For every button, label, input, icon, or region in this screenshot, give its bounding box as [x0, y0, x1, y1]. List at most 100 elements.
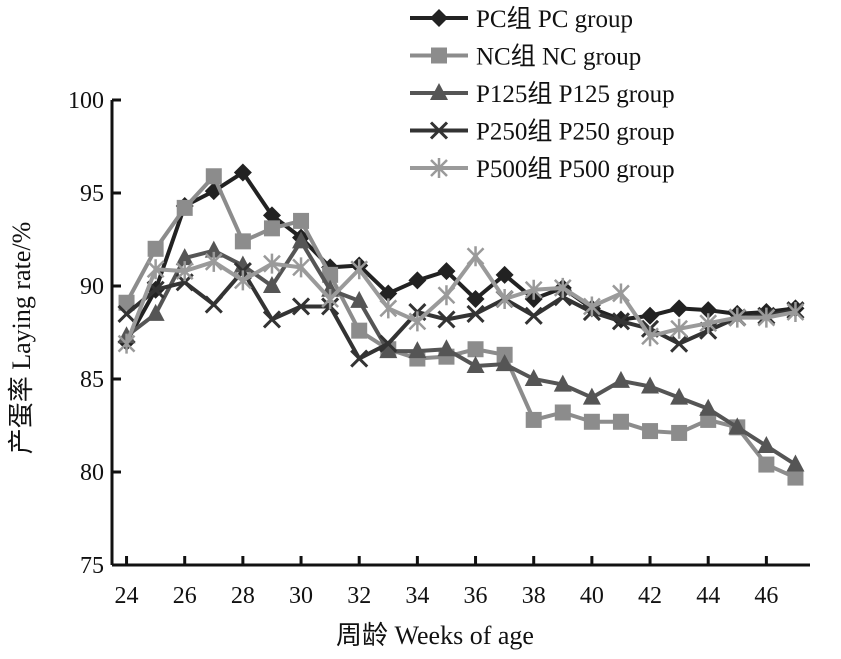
data-point [466, 355, 485, 373]
series-2 [118, 168, 804, 486]
data-point [641, 306, 660, 325]
legend-label: P250组 P250 group [476, 118, 675, 146]
data-point [786, 454, 805, 472]
data-point [322, 266, 339, 283]
data-point [612, 413, 629, 430]
axes-layer [110, 100, 810, 567]
data-point [204, 251, 223, 272]
data-point [699, 313, 718, 334]
x-tick-label: 36 [464, 583, 488, 609]
data-point [582, 387, 601, 405]
x-tick-label: 28 [231, 583, 255, 609]
ticks-layer: 75 80 85 90 95 100 24 26 28 30 32 34 36 38 40 42 44 46 [68, 88, 778, 609]
legend-swatch-marker [429, 121, 449, 140]
data-point [233, 270, 252, 291]
data-point [700, 411, 717, 428]
data-point [408, 341, 427, 359]
data-point [379, 341, 398, 359]
data-point [262, 310, 282, 329]
y-tick-label: 100 [68, 88, 104, 114]
data-point [262, 206, 281, 225]
data-point [466, 246, 485, 267]
y-tick-label: 95 [80, 181, 104, 207]
data-point [699, 398, 718, 416]
x-axis-title: 周龄 Weeks of age [336, 621, 534, 650]
legend: PC组 PC group NC组 NC group P125组 P125 group… [410, 5, 675, 183]
legend-item: P500组 P500 group [410, 155, 675, 183]
data-point [582, 296, 601, 317]
data-point [437, 310, 456, 329]
data-point [553, 374, 572, 392]
data-point [670, 334, 689, 353]
legend-item: P250组 P250 group [410, 118, 675, 146]
data-point [204, 295, 223, 314]
data-point [466, 304, 485, 323]
x-tick-label: 40 [580, 583, 604, 609]
data-point [495, 265, 514, 284]
data-point [728, 307, 747, 328]
data-point [671, 424, 688, 441]
x-tick-label: 42 [638, 583, 662, 609]
data-point [437, 285, 456, 306]
legend-swatch-marker [430, 83, 448, 100]
data-point [205, 168, 222, 185]
data-point [611, 370, 630, 388]
data-point [524, 279, 543, 300]
data-point [379, 284, 398, 303]
data-point [263, 220, 280, 237]
x-tick-label: 44 [696, 583, 720, 609]
data-point [641, 376, 660, 394]
data-point [117, 304, 136, 323]
data-point [670, 387, 689, 405]
data-point [379, 334, 398, 353]
legend-item: NC组 NC group [410, 43, 641, 71]
x-tick-label: 30 [289, 583, 313, 609]
data-point [321, 289, 340, 310]
data-point [408, 311, 427, 332]
data-point [670, 299, 689, 318]
x-tick-label: 32 [347, 583, 371, 609]
data-point [292, 231, 311, 249]
data-point [176, 199, 193, 216]
data-point [350, 349, 369, 368]
data-point [495, 289, 514, 310]
data-point [146, 303, 165, 321]
legend-swatch-marker [431, 47, 447, 64]
data-point [234, 233, 251, 250]
legend-label: P500组 P500 group [476, 155, 675, 183]
data-point [641, 326, 659, 347]
data-point [758, 456, 775, 473]
data-point [437, 339, 456, 357]
y-tick-label: 90 [80, 274, 104, 300]
data-point [293, 212, 310, 229]
x-tick-label: 34 [405, 583, 429, 609]
data-point [728, 417, 747, 435]
data-point [583, 413, 600, 430]
series-line [124, 254, 796, 345]
data-point [670, 318, 689, 339]
series-3 [117, 231, 805, 472]
data-point [611, 312, 631, 331]
data-point [524, 306, 543, 325]
series-5 [117, 246, 805, 354]
legend-label: P125组 P125 group [476, 80, 675, 108]
data-point [467, 341, 484, 358]
x-tick-label: 38 [522, 583, 546, 609]
data-point [379, 298, 398, 319]
y-tick-label: 75 [80, 553, 104, 579]
data-point [350, 290, 369, 308]
data-point [291, 297, 311, 316]
data-point [175, 248, 194, 266]
data-point [786, 302, 805, 323]
data-point [204, 240, 223, 258]
y-axis-title: 产蛋率 Laying rate/% [7, 222, 36, 455]
y-tick-label: 80 [80, 460, 104, 486]
data-point [175, 261, 194, 282]
data-point [351, 322, 368, 339]
data-point [699, 301, 718, 320]
x-tick-label: 24 [115, 583, 139, 609]
data-point [757, 435, 776, 453]
data-point [524, 369, 543, 386]
